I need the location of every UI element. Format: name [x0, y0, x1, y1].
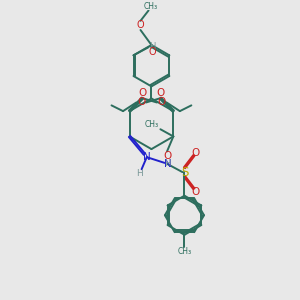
Text: O: O [163, 151, 171, 161]
Text: H: H [136, 169, 143, 178]
Text: S: S [181, 166, 188, 178]
Text: O: O [191, 187, 200, 197]
Text: CH₃: CH₃ [145, 120, 159, 129]
Text: N: N [143, 152, 151, 162]
Text: O: O [148, 47, 156, 57]
Text: N: N [164, 159, 171, 169]
Text: CH₃: CH₃ [177, 247, 191, 256]
Text: O: O [137, 98, 145, 107]
Text: O: O [158, 98, 166, 107]
Text: O: O [156, 88, 164, 98]
Text: O: O [137, 20, 144, 30]
Text: O: O [138, 88, 147, 98]
Text: CH₃: CH₃ [143, 2, 158, 11]
Text: H: H [164, 159, 171, 168]
Text: H: H [149, 42, 155, 51]
Text: O: O [191, 148, 200, 158]
